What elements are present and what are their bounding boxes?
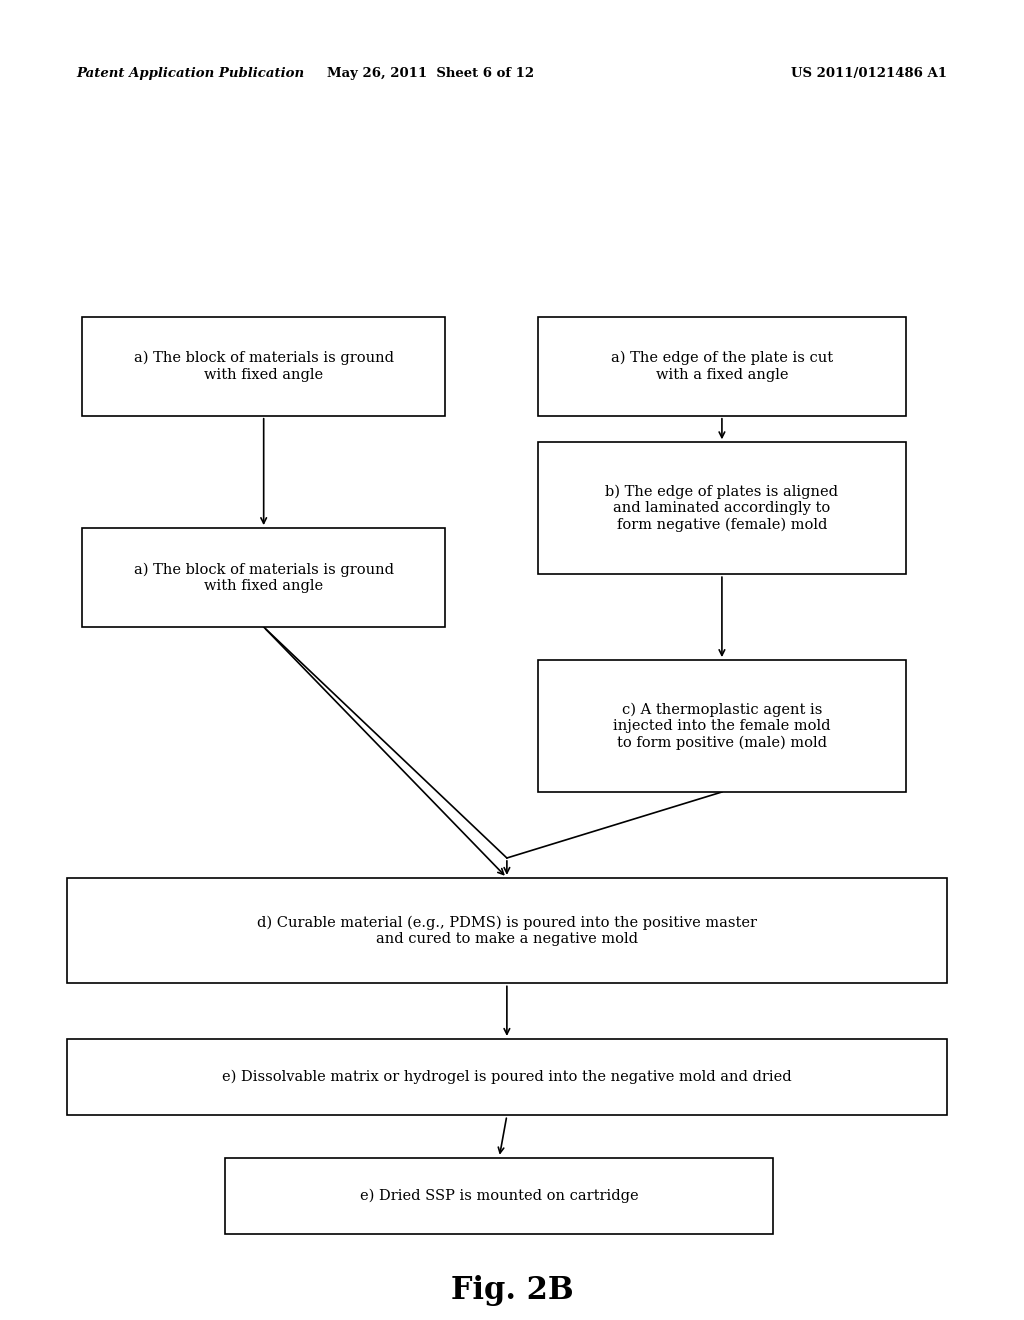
- FancyBboxPatch shape: [538, 660, 906, 792]
- FancyBboxPatch shape: [225, 1158, 773, 1234]
- Text: e) Dried SSP is mounted on cartridge: e) Dried SSP is mounted on cartridge: [359, 1189, 639, 1203]
- Text: a) The block of materials is ground
with fixed angle: a) The block of materials is ground with…: [134, 562, 393, 593]
- FancyBboxPatch shape: [67, 878, 947, 983]
- FancyBboxPatch shape: [538, 317, 906, 416]
- Text: Fig. 2B: Fig. 2B: [451, 1275, 573, 1307]
- FancyBboxPatch shape: [538, 442, 906, 574]
- FancyBboxPatch shape: [67, 1039, 947, 1115]
- Text: b) The edge of plates is aligned
and laminated accordingly to
form negative (fem: b) The edge of plates is aligned and lam…: [605, 484, 839, 532]
- Text: US 2011/0121486 A1: US 2011/0121486 A1: [792, 67, 947, 81]
- Text: a) The edge of the plate is cut
with a fixed angle: a) The edge of the plate is cut with a f…: [611, 351, 833, 381]
- Text: May 26, 2011  Sheet 6 of 12: May 26, 2011 Sheet 6 of 12: [327, 67, 534, 81]
- FancyBboxPatch shape: [82, 528, 445, 627]
- FancyBboxPatch shape: [82, 317, 445, 416]
- Text: c) A thermoplastic agent is
injected into the female mold
to form positive (male: c) A thermoplastic agent is injected int…: [613, 702, 830, 750]
- Text: e) Dissolvable matrix or hydrogel is poured into the negative mold and dried: e) Dissolvable matrix or hydrogel is pou…: [222, 1071, 792, 1084]
- Text: d) Curable material (e.g., PDMS) is poured into the positive master
and cured to: d) Curable material (e.g., PDMS) is pour…: [257, 915, 757, 946]
- Text: Patent Application Publication: Patent Application Publication: [77, 67, 305, 81]
- Text: a) The block of materials is ground
with fixed angle: a) The block of materials is ground with…: [134, 351, 393, 381]
